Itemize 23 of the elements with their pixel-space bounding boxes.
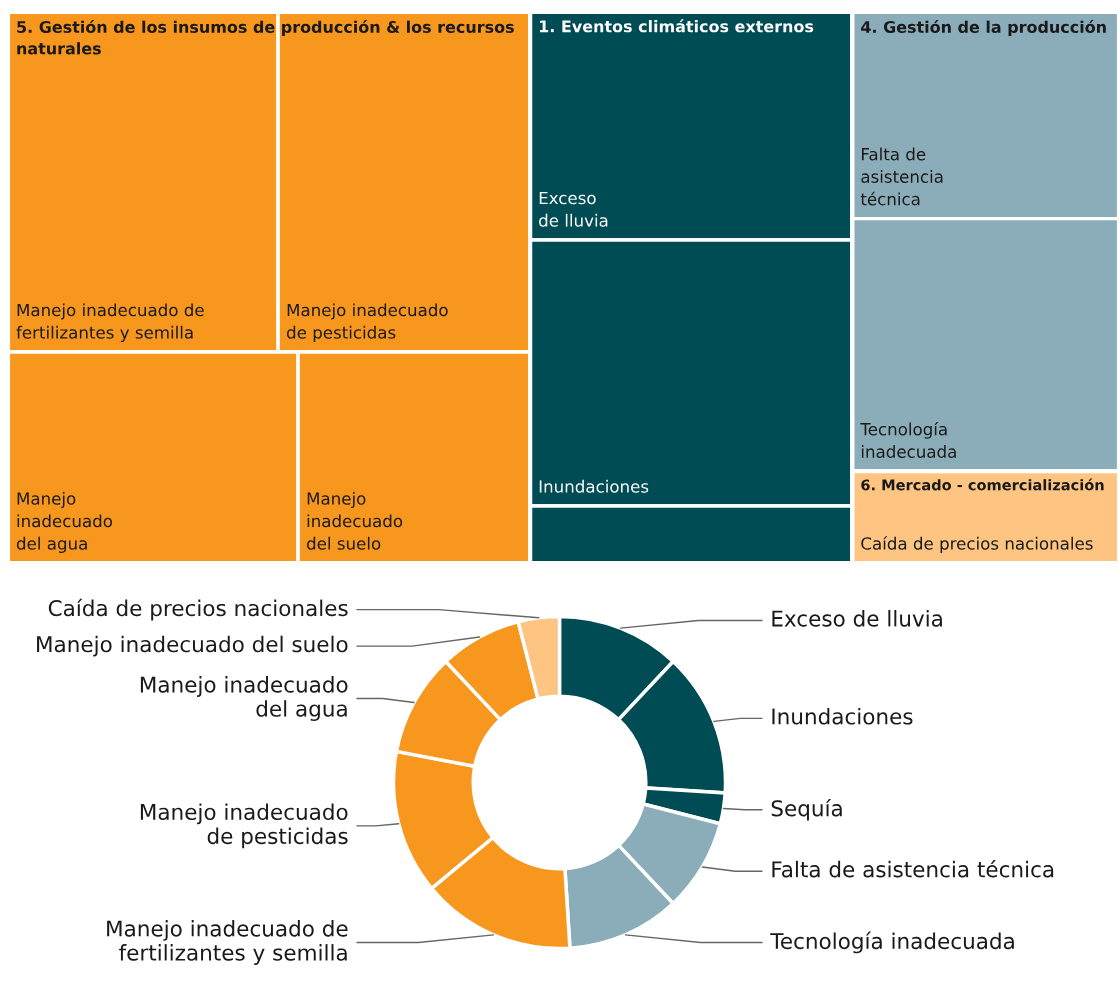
slice-label: Falta de asistencia técnica <box>772 859 1054 878</box>
category-label: Exceso de lluvia <box>539 191 608 227</box>
category-label: Inundaciones <box>539 479 649 493</box>
category-label: Manejo inadecuado del suelo <box>307 491 403 550</box>
text: 5. Gestión de los insumos de producción & los recursos naturales <box>17 20 514 55</box>
slice-label: Manejo inadecuado de fertilizantes y semilla <box>107 919 348 965</box>
slice-label: Sequía <box>771 798 842 821</box>
slice-label: Tecnología inadecuada <box>770 931 1014 954</box>
category-label: Falta de asistencia técnica <box>860 147 943 206</box>
slice-label: Inundaciones <box>772 707 913 725</box>
slice-label: Exceso de lluvia <box>772 610 942 627</box>
category-label: Caída de precios nacionales <box>861 536 1093 553</box>
category-label: Manejo inadecuado de fertilizantes y semilla <box>16 303 204 342</box>
category-label: Manejo inadecuado del agua <box>16 491 113 553</box>
slice-label: Caída de precios nacionales <box>48 598 348 621</box>
category-label: Tecnología inadecuada <box>860 421 956 458</box>
slice-label: Manejo inadecuado de pesticidas <box>140 803 348 849</box>
slice-label: Manejo inadecuado del agua <box>140 676 348 721</box>
slice-label: Manejo inadecuado del suelo <box>37 635 348 657</box>
text: 6. Mercado - comercialización <box>861 478 1104 491</box>
category-label: Manejo inadecuado de pesticidas <box>287 303 448 342</box>
text: 4. Gestión de la producción <box>861 20 1106 37</box>
text: 1. Eventos climáticos externos <box>539 19 814 33</box>
